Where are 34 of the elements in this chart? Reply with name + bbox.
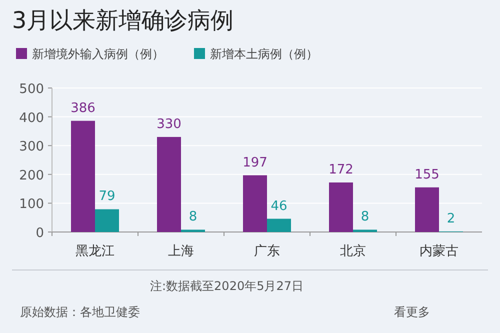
legend-label: 新增本土病例（例）: [210, 47, 318, 61]
bar: [95, 209, 119, 232]
x-tick-label: 上海: [168, 244, 194, 259]
x-tick-label: 广东: [254, 244, 280, 259]
y-tick-label: 100: [19, 197, 44, 212]
text: 原始数据：各地卫健委: [20, 305, 140, 319]
data-label: 155: [414, 167, 440, 182]
bar: [329, 182, 353, 232]
chart-title: 3月以来新增确诊病例: [12, 8, 234, 34]
text: 看更多: [394, 305, 430, 319]
x-tick-label: 内蒙古: [420, 244, 458, 259]
legend-label: 新增境外输入病例（例）: [32, 47, 164, 61]
data-label: 2: [446, 211, 456, 226]
data-label: 172: [328, 162, 354, 178]
bar: [71, 120, 95, 232]
data-label: 46: [270, 198, 288, 214]
data-label: 330: [156, 116, 182, 132]
y-tick-label: 500: [19, 82, 44, 97]
y-tick-label: 200: [19, 168, 44, 184]
data-label: 386: [70, 100, 96, 116]
bar: [267, 218, 291, 232]
x-tick-label: 黑龙江: [76, 244, 114, 259]
bar: [243, 175, 267, 232]
data-label: 8: [360, 210, 370, 225]
bar: [415, 187, 439, 232]
y-tick-label: 400: [19, 110, 44, 126]
x-tick-label: 北京: [340, 244, 366, 259]
data-label: 79: [98, 189, 116, 204]
text: 注:数据截至2020年5月27日: [150, 279, 304, 293]
data-label: 197: [242, 155, 268, 170]
y-tick-label: 300: [19, 140, 44, 155]
data-label: 8: [188, 210, 198, 225]
bar: [157, 136, 181, 232]
y-tick-label: 0: [36, 226, 44, 241]
